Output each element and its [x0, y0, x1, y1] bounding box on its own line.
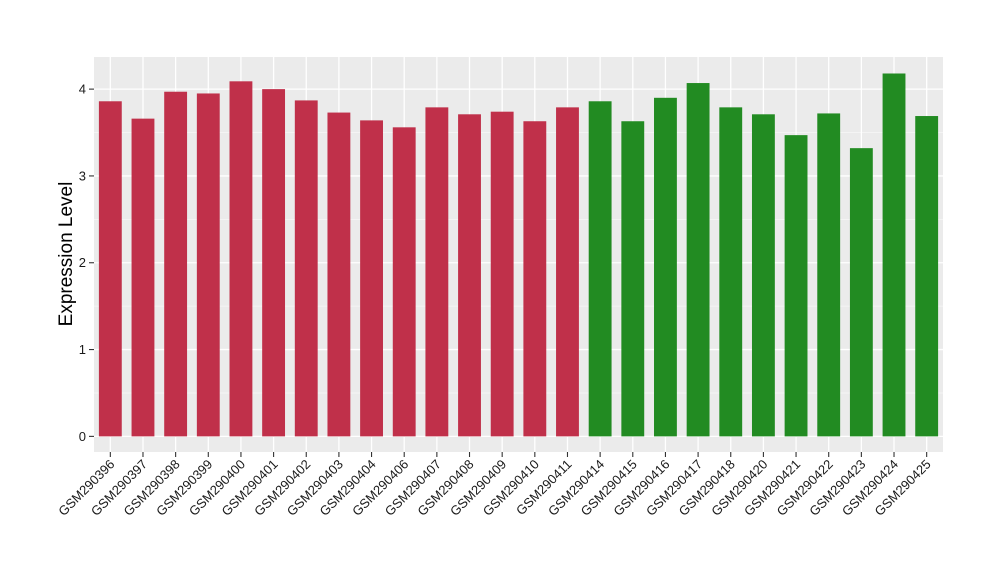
- bar-GSM290396: [98, 101, 122, 437]
- y-tick-label: 4: [79, 82, 86, 97]
- y-tick-label: 1: [79, 342, 86, 357]
- bar-GSM290422: [817, 113, 841, 437]
- bar-GSM290403: [327, 112, 351, 437]
- bar-GSM290411: [556, 107, 579, 437]
- bar-GSM290421: [784, 135, 808, 437]
- bar-GSM290401: [262, 89, 286, 437]
- bar-GSM290420: [751, 114, 775, 437]
- bar-GSM290416: [654, 97, 677, 437]
- bar-GSM290400: [229, 81, 253, 437]
- bar-GSM290424: [882, 73, 906, 437]
- bar-GSM290404: [360, 120, 383, 437]
- bar-GSM290408: [458, 114, 481, 437]
- bar-GSM290406: [392, 127, 416, 437]
- bars-group: [98, 73, 939, 437]
- bar-GSM290409: [490, 111, 514, 437]
- bar-GSM290407: [425, 107, 449, 437]
- bar-GSM290397: [131, 118, 155, 437]
- bar-GSM290410: [523, 121, 547, 437]
- bar-GSM290423: [849, 148, 873, 437]
- bar-GSM290398: [164, 91, 188, 437]
- bar-GSM290417: [686, 83, 710, 437]
- y-axis-title: Expression Level: [56, 182, 77, 327]
- y-tick-label: 3: [79, 168, 86, 183]
- x-axis: GSM290396GSM290397GSM290398GSM290399GSM2…: [55, 452, 934, 519]
- bar-GSM290425: [915, 116, 939, 437]
- bar-GSM290399: [196, 93, 220, 437]
- y-tick-label: 2: [79, 255, 86, 270]
- bar-GSM290415: [621, 121, 645, 437]
- bar-GSM290418: [719, 107, 743, 437]
- y-tick-label: 0: [79, 429, 86, 444]
- bar-GSM290402: [294, 100, 318, 437]
- y-axis: 0 1 2 3 4: [79, 82, 94, 444]
- bar-GSM290414: [588, 101, 612, 437]
